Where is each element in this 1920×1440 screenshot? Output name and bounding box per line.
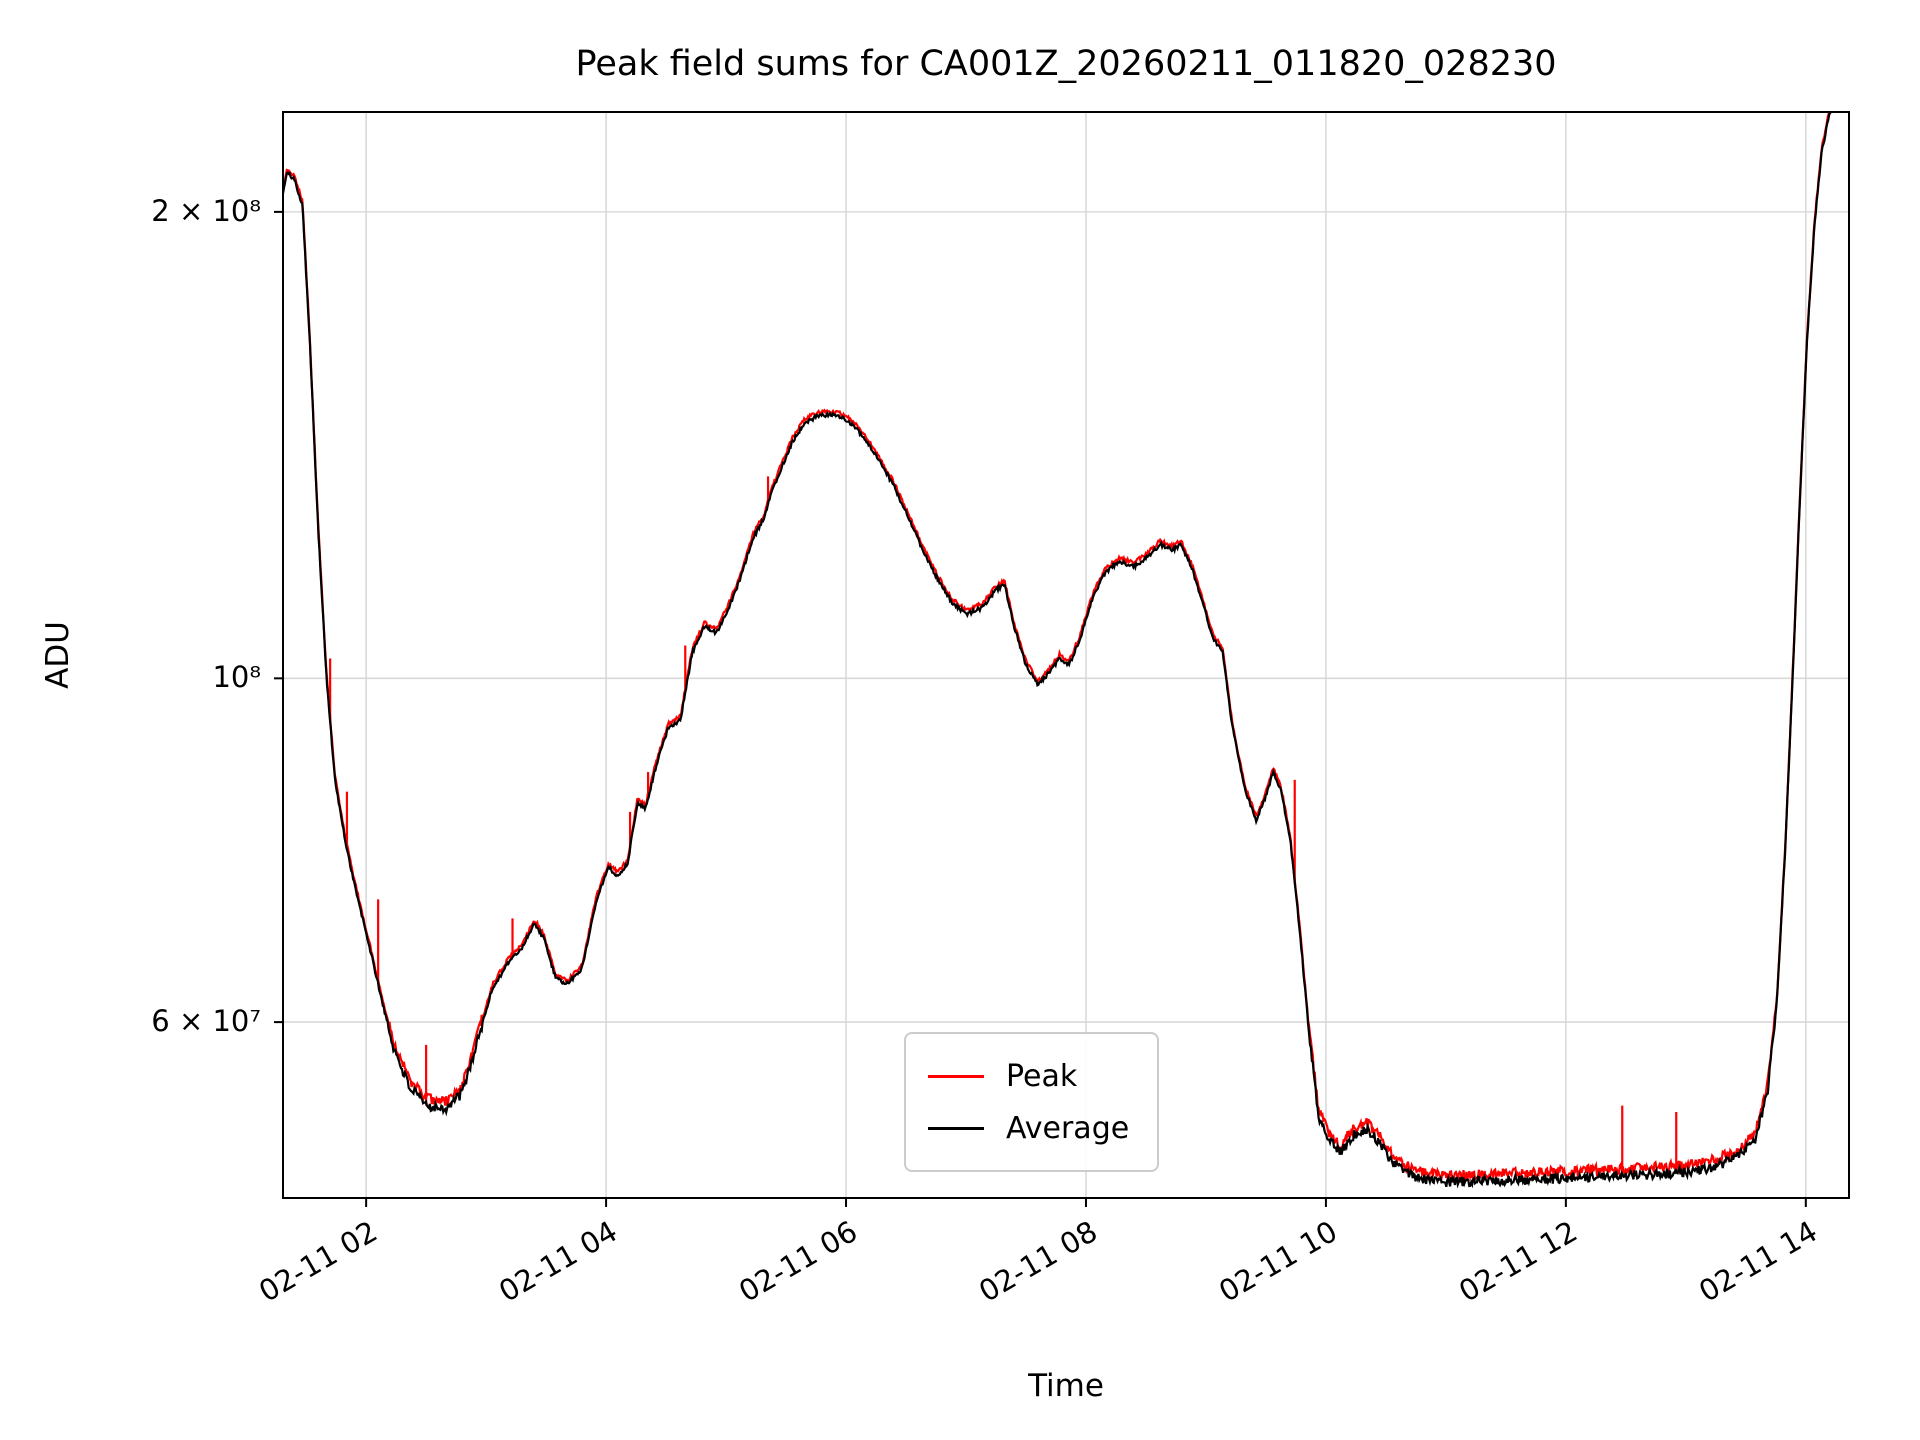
peak-line-sample: [928, 1074, 984, 1078]
peak-series-line: [283, 112, 1831, 1183]
legend-entry-average: Average: [928, 1102, 1129, 1154]
average-series-line: [283, 112, 1832, 1189]
average-line-sample: [928, 1126, 984, 1130]
plot-border: [282, 111, 1850, 1199]
x-axis-label: Time: [1028, 1368, 1104, 1404]
legend: Peak Average: [904, 1032, 1160, 1172]
legend-label-average: Average: [1006, 1110, 1130, 1146]
chart-title: Peak field sums for CA001Z_20260211_0118…: [575, 44, 1557, 84]
legend-entry-peak: Peak: [928, 1050, 1129, 1102]
legend-label-peak: Peak: [1006, 1058, 1078, 1094]
